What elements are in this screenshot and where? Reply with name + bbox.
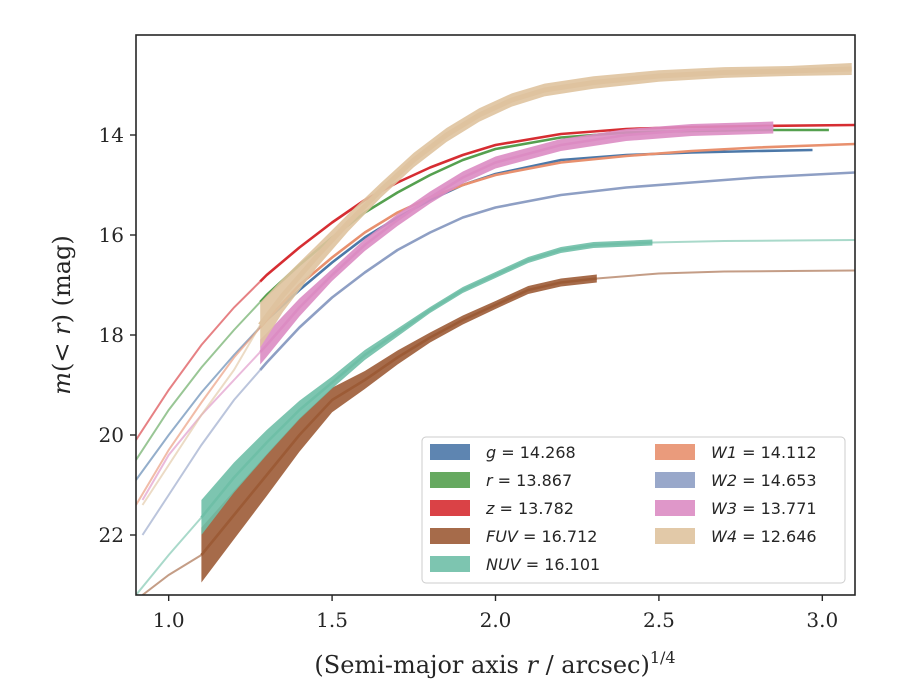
y-tick-label: 14 [99, 123, 124, 147]
legend-label: W4 = 12.646 [711, 527, 817, 546]
series-fuv [141, 269, 855, 595]
y-tick-label: 18 [99, 323, 124, 347]
legend-swatch [655, 528, 695, 544]
legend-label: W1 = 14.112 [711, 443, 817, 462]
series-w4 [141, 63, 852, 506]
series-g-extrapolated-inner [136, 326, 261, 481]
series-w3-band [260, 121, 774, 365]
y-tick-label: 22 [99, 523, 124, 547]
series-nuv-extrapolated-inner [136, 516, 203, 595]
series-fuv-extrapolated-outer [596, 269, 855, 280]
x-tick-label: 2.0 [480, 608, 512, 632]
y-tick-label: 20 [99, 423, 124, 447]
x-tick-label: 1.5 [316, 608, 348, 632]
series-w1-extrapolated-inner [136, 326, 261, 506]
series-layer [136, 63, 855, 595]
legend-item-nuv: NUV = 16.101 [430, 555, 600, 574]
series-z-extrapolated-inner [136, 280, 261, 441]
legend-label: r = 13.867 [486, 471, 572, 490]
ticks-layer: 1.0 1.5 2.0 2.5 3.0 14 16 18 20 22 [99, 123, 839, 632]
legend-item-w1: W1 = 14.112 [655, 443, 817, 462]
legend-swatch [430, 528, 470, 544]
legend-label: FUV = 16.712 [486, 527, 597, 546]
series-w4-line [258, 66, 852, 327]
series-r-extrapolated-inner [136, 301, 261, 461]
series-w2-line [259, 171, 855, 371]
legend-swatch [655, 500, 695, 516]
legend-label: W2 = 14.653 [711, 471, 817, 490]
series-fuv-line [200, 277, 597, 556]
legend-item-r: r = 13.867 [430, 471, 572, 490]
y-axis-label: m(< r) (mag) [48, 235, 76, 395]
legend-label: W3 = 13.771 [711, 499, 817, 518]
series-nuv-extrapolated-outer [652, 239, 855, 244]
series-fuv-extrapolated-inner [141, 554, 202, 595]
legend-item-g: g = 14.268 [430, 443, 576, 462]
series-w2-extrapolated-inner [141, 369, 261, 536]
legend-item-fuv: FUV = 16.712 [430, 527, 597, 546]
legend-item-w3: W3 = 13.771 [655, 499, 817, 518]
legend-label: NUV = 16.101 [486, 555, 600, 574]
legend-swatch [430, 556, 470, 572]
legend-item-w2: W2 = 14.653 [655, 471, 817, 490]
series-nuv [136, 239, 855, 595]
legend-swatch [655, 444, 695, 460]
series-w4-extrapolated-inner [141, 324, 262, 506]
legend-swatch [655, 472, 695, 488]
legend-label: g = 14.268 [486, 443, 576, 462]
legend-item-z: z = 13.782 [430, 499, 574, 518]
series-nuv-line [200, 241, 653, 519]
legend: g = 14.268 r = 13.867 z = 13.782 FUV = 16.7… [421, 436, 846, 584]
y-tick-label: 16 [99, 223, 124, 247]
legend-swatch [430, 444, 470, 460]
legend-item-w4: W4 = 12.646 [655, 527, 817, 546]
series-w3-line [259, 126, 774, 353]
x-tick-label: 1.0 [153, 608, 185, 632]
legend-swatch [430, 500, 470, 516]
series-w2 [141, 171, 855, 536]
legend-swatch [430, 472, 470, 488]
x-axis-label: (Semi-major axis r / arcsec)1/4 [314, 648, 675, 679]
legend-label: z = 13.782 [485, 499, 574, 518]
legend-frame [421, 436, 846, 584]
x-tick-label: 3.0 [806, 608, 838, 632]
x-tick-label: 2.5 [643, 608, 675, 632]
